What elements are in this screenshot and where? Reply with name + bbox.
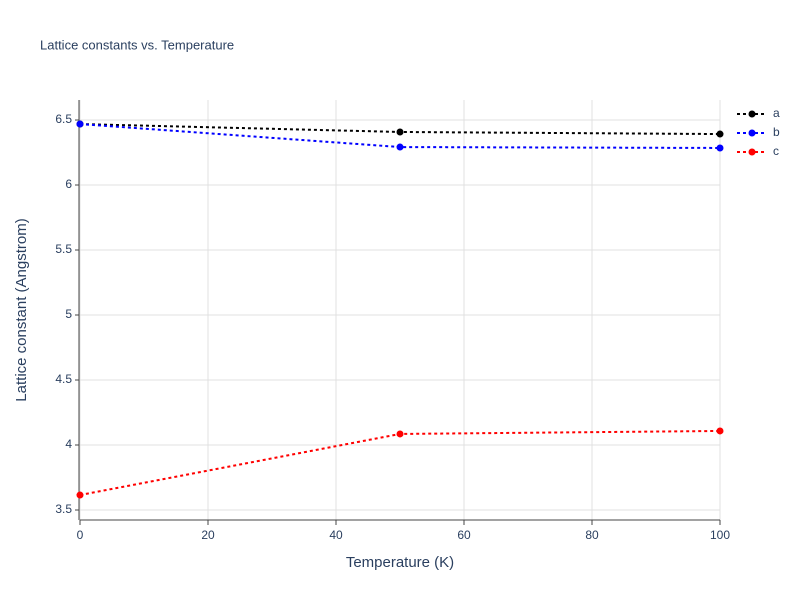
y-tick-label: 6.5 <box>55 112 72 126</box>
y-tick-label: 5.5 <box>55 242 72 256</box>
chart-title: Lattice constants vs. Temperature <box>40 37 234 52</box>
y-tick-label: 6 <box>65 177 72 191</box>
y-tick-label: 3.5 <box>55 502 72 516</box>
y-tick-label: 4 <box>65 437 72 451</box>
x-tick-label: 60 <box>457 528 471 542</box>
y-tick-label: 5 <box>65 307 72 321</box>
x-tick-label: 100 <box>710 528 730 542</box>
data-point <box>716 130 724 138</box>
data-point <box>76 120 84 128</box>
legend-label: a <box>773 106 780 120</box>
legend-marker <box>748 148 756 156</box>
x-tick-label: 80 <box>585 528 599 542</box>
data-point <box>716 427 724 435</box>
y-tick-label: 4.5 <box>55 372 72 386</box>
x-tick-label: 0 <box>77 528 84 542</box>
data-point <box>76 491 84 499</box>
series-line <box>79 429 721 497</box>
data-point <box>396 128 404 136</box>
data-point <box>396 430 404 438</box>
legend-label: b <box>773 125 780 139</box>
x-axis-title: Temperature (K) <box>346 554 454 571</box>
legend-marker <box>748 129 756 137</box>
x-tick-label: 40 <box>329 528 343 542</box>
legend-label: c <box>773 144 779 158</box>
legend-marker <box>748 110 756 118</box>
data-point <box>716 144 724 152</box>
data-point <box>396 143 404 151</box>
x-tick-label: 20 <box>201 528 215 542</box>
y-axis-title: Lattice constant (Angstrom) <box>13 218 30 401</box>
